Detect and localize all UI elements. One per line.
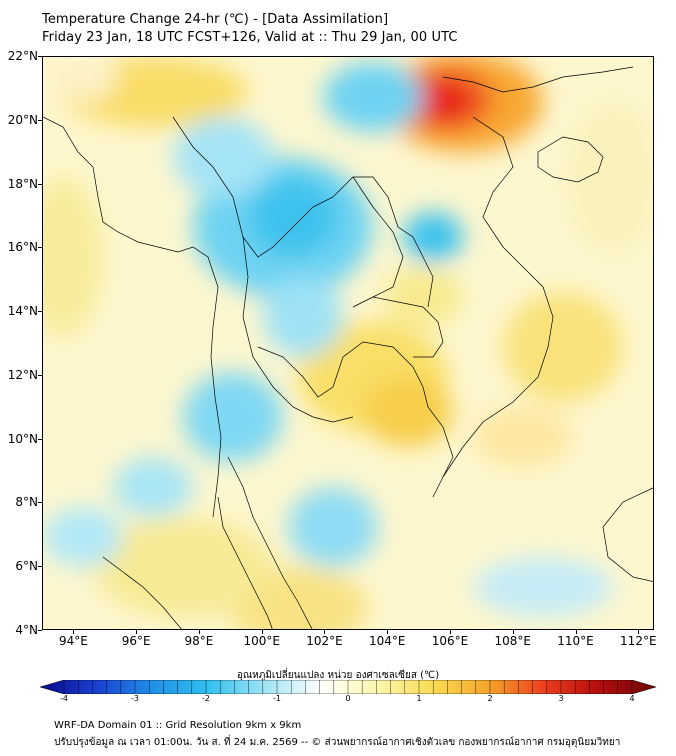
- map-subtitle: Friday 23 Jan, 18 UTC FCST+126, Valid at…: [42, 30, 458, 45]
- map-canvas: [43, 57, 653, 629]
- colorbar-tick-label: 2: [487, 694, 493, 703]
- latitude-tick: [38, 630, 42, 631]
- longitude-tick: [387, 630, 389, 634]
- latitude-tick: [38, 374, 42, 376]
- colorbar-tick-label: -3: [131, 694, 139, 703]
- latitude-label: 18°N: [7, 176, 38, 191]
- country-borders: [43, 66, 653, 629]
- longitude-tick: [73, 630, 75, 634]
- colorbar-tick-label: -1: [273, 694, 281, 703]
- latitude-tick: [38, 566, 42, 568]
- longitude-tick: [450, 630, 451, 634]
- latitude-label: 4°N: [15, 623, 38, 637]
- model-info: WRF-DA Domain 01 :: Grid Resolution 9km …: [54, 720, 302, 731]
- latitude-label: 10°N: [7, 431, 38, 446]
- colorbar-tick-label: 1: [416, 694, 422, 703]
- latitude-tick: [38, 247, 42, 249]
- longitude-label: 94°E: [58, 634, 88, 648]
- longitude-label: 100°E: [243, 634, 280, 648]
- longitude-tick: [136, 630, 138, 634]
- longitude-tick: [324, 630, 326, 634]
- longitude-label: 98°E: [184, 634, 214, 648]
- longitude-tick: [575, 630, 577, 634]
- map-title: Temperature Change 24-hr (℃) - [Data Ass…: [42, 12, 389, 27]
- longitude-label: 102°E: [306, 634, 343, 648]
- latitude-tick: [38, 438, 42, 440]
- longitude-label: 110°E: [557, 634, 594, 648]
- colorbar-tick-label: 4: [629, 694, 635, 703]
- longitude-label: 108°E: [494, 634, 532, 648]
- temperature-field: [43, 57, 653, 629]
- latitude-tick: [38, 119, 42, 121]
- longitude-label: 104°E: [368, 634, 406, 648]
- longitude-tick: [261, 630, 263, 634]
- latitude-label: 8°N: [15, 495, 38, 510]
- latitude-label: 22°N: [7, 49, 38, 63]
- colorbar-tick-label: -2: [202, 694, 210, 703]
- latitude-label: 14°N: [7, 304, 38, 319]
- colorbar-tick-label: 3: [558, 694, 564, 703]
- latitude-label: 6°N: [15, 559, 38, 574]
- latitude-tick: [38, 502, 42, 504]
- colorbar-label: อุณหภูมิเปลี่ยนแปลง หน่วย องศาเซลเซียส (…: [236, 670, 440, 681]
- latitude-tick: [38, 311, 42, 313]
- latitude-label: 12°N: [7, 367, 38, 382]
- update-credit: ปรับปรุงข้อมูล ณ เวลา 01:00น. วัน ส. ที่…: [54, 737, 621, 748]
- temperature-change-map[interactable]: [42, 56, 654, 630]
- colorbar-tick-label: -4: [60, 694, 68, 703]
- colorbar: [40, 680, 656, 694]
- colorbar-tick-label: 0: [345, 694, 351, 703]
- latitude-label: 16°N: [7, 240, 38, 255]
- longitude-tick: [512, 630, 514, 634]
- longitude-tick: [198, 630, 200, 634]
- longitude-label: 112°E: [620, 634, 657, 648]
- latitude-label: 20°N: [7, 112, 38, 127]
- longitude-label: 96°E: [121, 634, 151, 648]
- longitude-tick: [638, 630, 640, 634]
- latitude-tick: [38, 183, 42, 185]
- latitude-tick: [38, 56, 42, 57]
- longitude-label: 106°E: [431, 634, 469, 648]
